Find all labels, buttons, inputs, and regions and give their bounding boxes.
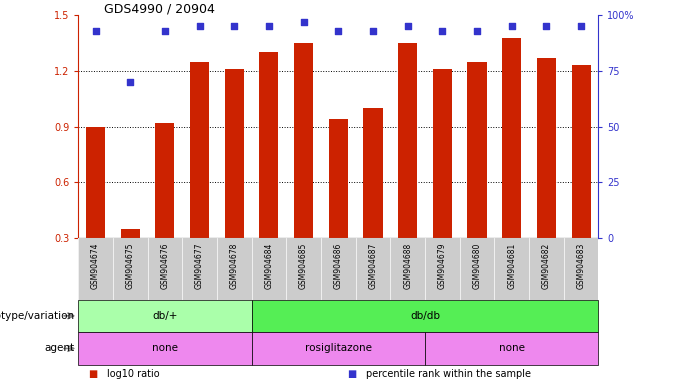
Text: GSM904688: GSM904688 <box>403 243 412 289</box>
Text: GSM904679: GSM904679 <box>438 243 447 290</box>
Bar <box>224 69 244 238</box>
Text: GSM904686: GSM904686 <box>334 243 343 290</box>
Bar <box>502 38 522 238</box>
Point <box>402 23 413 30</box>
Text: GSM904681: GSM904681 <box>507 243 516 289</box>
Text: db/db: db/db <box>410 311 440 321</box>
Text: GSM904687: GSM904687 <box>369 243 377 290</box>
Bar <box>252 332 425 365</box>
Text: ■: ■ <box>347 369 356 379</box>
Bar <box>363 108 383 238</box>
Text: genotype/variation: genotype/variation <box>0 311 75 321</box>
Text: GSM904682: GSM904682 <box>542 243 551 289</box>
Bar <box>78 332 252 365</box>
Text: GSM904685: GSM904685 <box>299 243 308 290</box>
Bar <box>86 127 105 238</box>
Bar <box>467 62 487 238</box>
Text: GSM904675: GSM904675 <box>126 243 135 290</box>
Point <box>471 28 482 34</box>
Text: GSM904680: GSM904680 <box>473 243 481 290</box>
Text: GSM904674: GSM904674 <box>91 243 100 290</box>
Bar <box>78 300 252 332</box>
Text: GSM904678: GSM904678 <box>230 243 239 290</box>
Bar <box>425 332 598 365</box>
Bar <box>328 119 348 238</box>
Bar <box>432 69 452 238</box>
Bar <box>252 300 598 332</box>
Bar <box>537 58 556 238</box>
Text: GDS4990 / 20904: GDS4990 / 20904 <box>104 2 215 15</box>
Text: GSM904676: GSM904676 <box>160 243 169 290</box>
Text: GSM904684: GSM904684 <box>265 243 273 290</box>
Text: none: none <box>152 343 178 354</box>
Bar <box>155 123 175 238</box>
Bar <box>294 43 313 238</box>
Point <box>263 23 274 30</box>
Point <box>159 28 170 34</box>
Text: GSM904677: GSM904677 <box>195 243 204 290</box>
Point <box>90 28 101 34</box>
Point <box>194 23 205 30</box>
Point <box>437 28 447 34</box>
Text: none: none <box>498 343 525 354</box>
Text: db/+: db/+ <box>152 311 177 321</box>
Point <box>506 23 517 30</box>
Text: GSM904683: GSM904683 <box>577 243 585 290</box>
Point <box>367 28 378 34</box>
Text: ■: ■ <box>88 369 98 379</box>
Point <box>333 28 343 34</box>
Point <box>228 23 239 30</box>
Bar <box>398 43 418 238</box>
Point <box>298 19 309 25</box>
Bar <box>259 53 279 238</box>
Bar <box>120 229 140 238</box>
Point <box>541 23 551 30</box>
Bar <box>190 62 209 238</box>
Text: log10 ratio: log10 ratio <box>107 369 160 379</box>
Bar <box>571 66 591 238</box>
Point <box>575 23 586 30</box>
Text: percentile rank within the sample: percentile rank within the sample <box>366 369 531 379</box>
Text: rosiglitazone: rosiglitazone <box>305 343 372 354</box>
Point <box>124 79 135 85</box>
Text: agent: agent <box>45 343 75 354</box>
